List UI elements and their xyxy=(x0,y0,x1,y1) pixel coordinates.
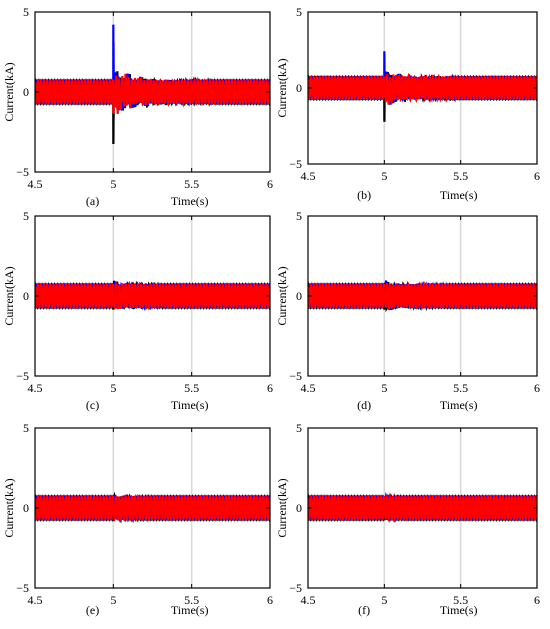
x-axis-label: Time(s) xyxy=(440,188,478,202)
series-line xyxy=(308,281,537,311)
y-tick-label: 0 xyxy=(296,81,302,95)
x-tick-label: 5.5 xyxy=(453,593,468,607)
x-tick-label: 5 xyxy=(110,177,116,191)
x-tick-label: 4.5 xyxy=(28,177,43,191)
waveforms xyxy=(308,280,537,313)
y-axis-label: Current(kA) xyxy=(2,478,16,537)
panel-caption: (c) xyxy=(86,398,99,412)
x-tick-label: 5 xyxy=(381,593,387,607)
y-tick-label: −5 xyxy=(16,581,29,595)
y-axis-label: Current(kA) xyxy=(2,266,16,325)
x-tick-label: 5.5 xyxy=(184,177,199,191)
x-tick-label: 4.5 xyxy=(28,381,43,395)
chart-panel-d: 5 0 −54.5 5 5.5 6 Current(kA) (d) Time(s) xyxy=(275,209,540,412)
x-tick-label: 4.5 xyxy=(301,381,316,395)
x-axis-label: Time(s) xyxy=(171,398,209,412)
x-tick-label: 6 xyxy=(534,593,540,607)
x-axis-label: Time(s) xyxy=(171,194,209,208)
x-tick-label: 4.5 xyxy=(301,593,316,607)
series-line xyxy=(308,492,537,524)
x-tick-label: 6 xyxy=(267,593,273,607)
panel-caption: (b) xyxy=(357,188,371,202)
y-axis-label: Current(kA) xyxy=(2,62,16,121)
y-tick-label: 5 xyxy=(23,5,29,19)
x-tick-label: 5.5 xyxy=(453,169,468,183)
waveforms xyxy=(308,491,537,524)
y-tick-label: −5 xyxy=(289,157,302,171)
waveforms xyxy=(35,491,270,524)
waveforms xyxy=(35,280,270,312)
x-tick-label: 5 xyxy=(381,169,387,183)
x-tick-label: 5 xyxy=(381,381,387,395)
panel-caption: (f) xyxy=(358,603,370,617)
y-axis-label: Current(kA) xyxy=(275,58,289,117)
panel-caption: (d) xyxy=(357,398,371,412)
y-tick-label: 0 xyxy=(23,501,29,515)
x-tick-label: 6 xyxy=(534,169,540,183)
series-line xyxy=(35,73,270,115)
x-tick-label: 4.5 xyxy=(28,593,43,607)
y-tick-label: 5 xyxy=(296,421,302,435)
x-axis-label: Time(s) xyxy=(440,603,478,617)
y-axis-label: Current(kA) xyxy=(275,266,289,325)
x-tick-label: 6 xyxy=(267,177,273,191)
y-tick-label: −5 xyxy=(16,165,29,179)
waveforms xyxy=(308,51,537,122)
x-tick-label: 4.5 xyxy=(301,169,316,183)
y-tick-label: 5 xyxy=(23,209,29,223)
y-tick-label: 0 xyxy=(23,289,29,303)
y-tick-label: 5 xyxy=(296,5,302,19)
y-tick-label: 5 xyxy=(296,209,302,223)
panel-caption: (e) xyxy=(86,603,99,617)
chart-panel-c: 5 0 −54.5 5 5.5 6 Current(kA) (c) Time(s) xyxy=(2,209,273,412)
y-tick-label: 0 xyxy=(23,85,29,99)
chart-panel-a: 5 0 −54.5 5 5.5 6 Current(kA) (a) Time(s) xyxy=(2,5,273,208)
x-tick-label: 6 xyxy=(267,381,273,395)
x-tick-label: 5 xyxy=(110,381,116,395)
waveforms xyxy=(35,24,270,145)
y-tick-label: 0 xyxy=(296,501,302,515)
chart-panel-f: 5 0 −54.5 5 5.5 6 Current(kA) (f) Time(s) xyxy=(275,421,540,617)
chart-panel-b: 5 0 −54.5 5 5.5 6 Current(kA) (b) Time(s) xyxy=(275,5,540,202)
x-tick-label: 5.5 xyxy=(184,593,199,607)
y-tick-label: 5 xyxy=(23,421,29,435)
x-tick-label: 5.5 xyxy=(184,381,199,395)
x-tick-label: 6 xyxy=(534,381,540,395)
panel-caption: (a) xyxy=(86,194,99,208)
y-tick-label: −5 xyxy=(16,369,29,383)
x-tick-label: 5.5 xyxy=(453,381,468,395)
x-axis-label: Time(s) xyxy=(440,398,478,412)
y-tick-label: −5 xyxy=(289,369,302,383)
y-tick-label: −5 xyxy=(289,581,302,595)
y-tick-label: 0 xyxy=(296,289,302,303)
y-axis-label: Current(kA) xyxy=(275,478,289,537)
series-line xyxy=(35,493,270,524)
series-line xyxy=(308,72,537,105)
chart-panel-e: 5 0 −54.5 5 5.5 6 Current(kA) (e) Time(s) xyxy=(2,421,273,617)
x-axis-label: Time(s) xyxy=(171,603,209,617)
series-line xyxy=(35,281,270,311)
x-tick-label: 5 xyxy=(110,593,116,607)
